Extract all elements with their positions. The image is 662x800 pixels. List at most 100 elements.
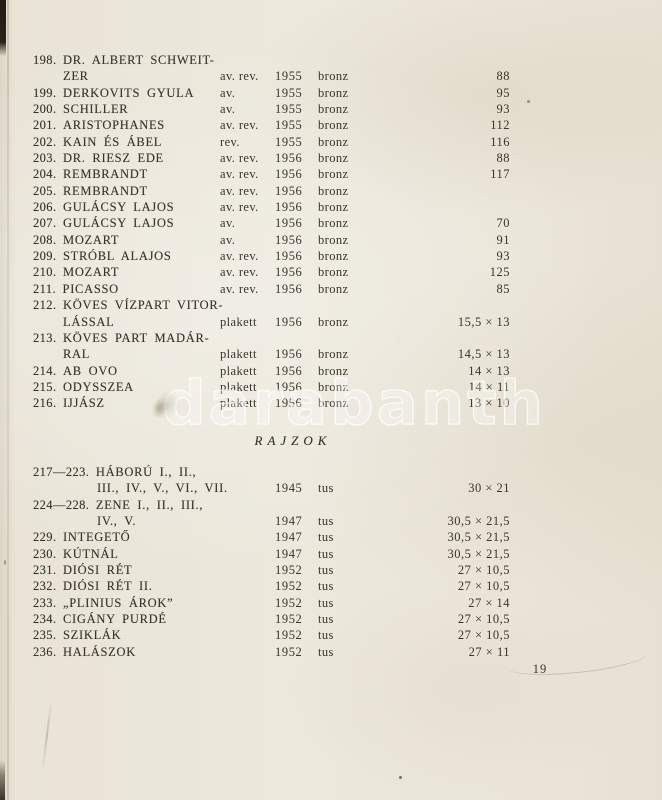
- entry-title: PICASSO: [62, 281, 119, 296]
- entry-number-and-title: 216. IJJÁSZ: [33, 395, 220, 411]
- entry-technique: [220, 611, 275, 627]
- entry-title: INTEGETŐ: [63, 530, 131, 545]
- entry-size: 15,5 × 13: [457, 314, 510, 329]
- entry-year: 1955: [275, 134, 303, 149]
- entry-material: bronz: [318, 167, 349, 182]
- entry-title: MOZART: [63, 265, 120, 280]
- entry-material: tus: [318, 546, 334, 561]
- entry-technique: [220, 52, 275, 68]
- entry-number: 202.: [33, 134, 57, 149]
- catalog-line: IV., V. 1947 tus 30,5 × 21,5: [33, 513, 510, 529]
- entry-number: 199.: [33, 85, 57, 100]
- entry-year: 1947: [275, 514, 303, 529]
- catalog-line: 200. SCHILLER av. 1955 bronz 93: [33, 101, 510, 117]
- entry-size: 14 × 11: [468, 379, 510, 394]
- entry-size: 30 × 21: [468, 481, 510, 496]
- entry-number-and-title: 204. REMBRANDT: [33, 166, 220, 182]
- catalog-line: 231. DIÓSI RÉT 1952 tus 27 × 10,5: [33, 562, 510, 578]
- entry-technique: av. rev.: [220, 249, 259, 264]
- entry-material: bronz: [318, 216, 349, 231]
- entry-title: KÖVES PART MADÁR-: [63, 330, 210, 345]
- entry-number-and-title: 214. AB OVO: [33, 363, 220, 379]
- entry-number-and-title: 233. „PLINIUS ÁROK”: [33, 595, 220, 611]
- entry-title: ODYSSZEA: [63, 379, 134, 394]
- entry-year: 1955: [275, 69, 303, 84]
- entry-number: 217—223.: [33, 465, 90, 479]
- entry-title: LÁSSAL: [63, 314, 115, 329]
- entry-title: CIGÁNY PURDÉ: [63, 612, 167, 627]
- entry-technique: [220, 330, 275, 346]
- catalog-line: 208. MOZART av. 1956 bronz 91: [33, 232, 510, 248]
- catalog-line: 198. DR. ALBERT SCHWEIT-: [33, 52, 510, 68]
- entry-number: 215.: [33, 379, 57, 394]
- entry-number: 224—228.: [33, 497, 90, 512]
- entry-number-and-title: 230. KÚTNÁL: [33, 546, 220, 562]
- entry-title: SZIKLÁK: [63, 628, 122, 643]
- entry-number: 212.: [33, 298, 57, 313]
- entry-technique: [220, 480, 275, 496]
- entry-material: tus: [318, 481, 334, 496]
- entry-year: 1955: [275, 118, 303, 133]
- entry-title: RAL: [63, 347, 91, 362]
- entry-material: bronz: [318, 363, 349, 378]
- catalog-line: 236. HALÁSZOK 1952 tus 27 × 11: [33, 644, 510, 660]
- drawings-section-heading: RAJZOK: [254, 433, 332, 448]
- entry-year: [275, 52, 318, 68]
- entry-number-and-title: 199. DERKOVITS GYULA: [33, 85, 220, 101]
- entry-size: 88: [496, 69, 510, 84]
- catalog-line: 201. ARISTOPHANES av. rev. 1955 bronz 11…: [33, 117, 510, 133]
- entry-year: 1955: [275, 102, 303, 117]
- entry-number: 210.: [33, 265, 57, 280]
- entry-technique: av.: [220, 102, 236, 117]
- entry-technique: [220, 464, 275, 480]
- entry-material: bronz: [318, 265, 349, 280]
- drawings-catalog-section: 217—223. HÁBORÚ I., II., III., IV., V., …: [33, 464, 510, 660]
- entry-size: 112: [490, 118, 510, 133]
- entry-number-and-title: IV., V.: [33, 513, 220, 529]
- catalog-line: 199. DERKOVITS GYULA av. 1955 bronz 95: [33, 85, 510, 101]
- paper-speck: [399, 776, 402, 779]
- entry-size: 14 × 13: [468, 363, 510, 378]
- entry-material: tus: [318, 644, 334, 659]
- entry-number-and-title: 213. KÖVES PART MADÁR-: [33, 330, 220, 346]
- entry-material: bronz: [318, 232, 349, 247]
- catalog-line: 230. KÚTNÁL 1947 tus 30,5 × 21,5: [33, 546, 510, 562]
- entry-title: KÖVES VÍZPART VITOR-: [63, 298, 224, 313]
- entry-number: 205.: [33, 183, 57, 198]
- entry-year: [275, 297, 318, 313]
- catalog-line: 224—228. ZENE I., II., III.,: [33, 497, 510, 513]
- entry-technique: av. rev.: [220, 151, 259, 166]
- entry-year: 1952: [275, 644, 303, 659]
- entry-title: DIÓSI RÉT: [63, 563, 133, 578]
- entry-number-and-title: LÁSSAL: [33, 314, 220, 330]
- entry-title: IV., V.: [97, 514, 137, 529]
- entry-size: 27 × 11: [468, 644, 510, 659]
- entry-number-and-title: 198. DR. ALBERT SCHWEIT-: [33, 52, 220, 68]
- entry-size: [378, 464, 510, 480]
- entry-size: 93: [496, 102, 510, 117]
- entry-technique: [220, 497, 275, 513]
- entry-number-and-title: 231. DIÓSI RÉT: [33, 562, 220, 578]
- entry-technique: [220, 644, 275, 660]
- page-gutter-shadow: [7, 0, 9, 800]
- entry-technique: av.: [220, 232, 236, 247]
- entry-number: 229.: [33, 530, 57, 545]
- entry-title: ZENE I., II., III.,: [95, 497, 204, 512]
- entry-technique: plakett: [220, 396, 257, 411]
- entry-size: 85: [496, 281, 510, 296]
- entry-technique: rev.: [220, 134, 240, 149]
- entry-technique: av. rev.: [220, 200, 259, 215]
- entry-title: HALÁSZOK: [63, 644, 136, 659]
- entry-number-and-title: 206. GULÁCSY LAJOS: [33, 199, 220, 215]
- book-binding-edge-bottom: [0, 760, 5, 800]
- entry-number-and-title: 209. STRÓBL ALAJOS: [33, 248, 220, 264]
- entry-size: 117: [490, 167, 510, 182]
- entry-technique: av. rev.: [220, 265, 259, 280]
- entry-number: 211.: [33, 281, 57, 296]
- catalog-line: 204. REMBRANDT av. rev. 1956 bronz 117: [33, 166, 510, 182]
- page-number: 19: [532, 662, 548, 676]
- entry-number-and-title: 217—223. HÁBORÚ I., II.,: [33, 464, 220, 480]
- entry-number: 200.: [33, 102, 57, 117]
- entry-title: ARISTOPHANES: [63, 118, 165, 133]
- entry-title: MOZART: [63, 232, 120, 247]
